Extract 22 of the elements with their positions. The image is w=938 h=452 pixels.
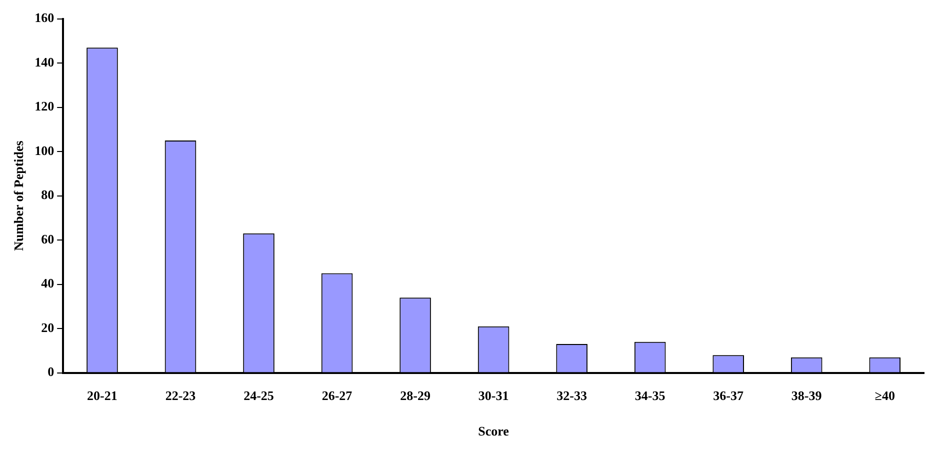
y-tick-label: 0 (48, 364, 54, 380)
y-axis-title: Number of Peptides (11, 140, 26, 251)
x-tick-label: 28-29 (400, 388, 431, 403)
y-tick-label: 140 (34, 54, 54, 70)
y-tick-label: 60 (41, 231, 54, 246)
x-tick-label: 36-37 (713, 388, 744, 403)
y-tick-label: 120 (34, 98, 54, 114)
x-tick-label: 22-23 (165, 388, 196, 403)
x-tick-label: ≥40 (874, 388, 895, 403)
x-tick-label: 34-35 (634, 388, 666, 403)
x-tick-label: 24-25 (244, 388, 274, 403)
x-tick-label: 30-31 (478, 388, 509, 403)
x-tick-label: 26-27 (322, 388, 353, 403)
y-tick-label: 20 (41, 320, 54, 335)
x-axis-title: Score (478, 424, 510, 439)
y-tick-label: 80 (41, 187, 54, 202)
y-tick-label: 100 (34, 142, 54, 158)
y-tick-label: 40 (41, 276, 54, 291)
x-tick-label: 32-33 (556, 388, 588, 403)
x-tick-label: 38-39 (791, 388, 822, 403)
x-tick-label: 20-21 (87, 388, 118, 403)
y-tick-label: 160 (34, 10, 54, 26)
